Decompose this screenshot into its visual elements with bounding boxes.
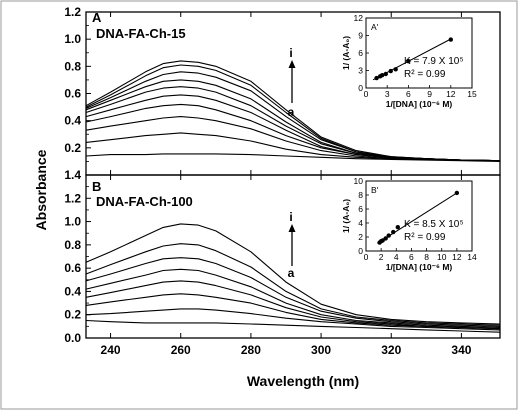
panel-a-y-tick-label: 1.2 [64, 5, 81, 19]
panel-b-inset-x-label: 1/[DNA] (10⁻⁶ M) [386, 262, 453, 272]
panel-a-inset-x-tick-label: 6 [406, 89, 411, 99]
panel-b-y-tick-label: 0.0 [64, 331, 81, 345]
panel-b-y-tick-label: 0.8 [64, 238, 81, 252]
panel-a-inset-x-tick-label: 15 [467, 89, 477, 99]
panel-b-inset-x-tick-label: 12 [452, 252, 462, 262]
panel-a-inset-y-tick-label: 3 [358, 66, 363, 76]
panel-b-inset-x-tick-label: 10 [437, 252, 447, 262]
panel-b-inset-point [386, 233, 391, 238]
panel-b-inset-x-tick-label: 2 [379, 252, 384, 262]
panel-b-inset-point [454, 190, 460, 196]
panel-a-inset-point [393, 67, 398, 72]
panel-b-inset-point [395, 225, 400, 230]
panel-a-inset-y-tick-label: 12 [354, 13, 364, 23]
panel-b-y-tick-label: 0.2 [64, 308, 81, 322]
panel-b-y-tick-label: 0.4 [64, 284, 81, 298]
panel-b-spectrum-line [85, 223, 501, 325]
panel-b-spectrum-line [85, 319, 501, 333]
panel-a-arrow-head [288, 60, 296, 68]
panel-b-y-tick-label: 1.4 [64, 168, 81, 182]
panel-b-inset-x-tick-label: 4 [394, 252, 399, 262]
panel-a-inset-y-tick-label: 0 [358, 83, 363, 93]
panel-a-inset-y-tick-label: 6 [358, 48, 363, 58]
panel-b-arrow-bottom-label: a [288, 266, 295, 280]
panel-a-y-tick-label: 0.6 [64, 87, 81, 101]
panel-b-inset-r2-value: R² = 0.99 [404, 232, 446, 243]
panel-b-spectrum-line [85, 268, 501, 329]
panel-b-y-tick-label: 1.2 [64, 191, 81, 205]
panel-b-spectrum-line [85, 243, 501, 326]
panel-a-inset-x-label: 1/[DNA] (10⁻⁶ M) [386, 99, 453, 109]
panel-b-arrow-head [288, 224, 296, 232]
panel-a-inset-point [406, 58, 411, 64]
panel-b-arrow-top-label: i [289, 210, 292, 224]
panel-a-inset-x-tick-label: 12 [446, 89, 456, 99]
panel-b-label: B [92, 179, 101, 194]
panel-b-inset-label: B' [371, 185, 379, 195]
panel-a-spectrum-line [85, 60, 501, 162]
panel-b-inset-x-tick-label: 8 [424, 252, 429, 262]
panel-a-inset-point [388, 68, 393, 74]
panel-a-inset-y-label: 1/ (A-A₀) [341, 36, 351, 70]
panel-a-inset-x-tick-label: 3 [385, 89, 390, 99]
panel-b-inset-y-tick-label: 8 [358, 190, 363, 200]
y-axis-title: Absorbance [33, 149, 49, 230]
panel-a-inset-point [383, 71, 388, 77]
panel-a-inset-point [448, 37, 453, 42]
panel-a-y-tick-label: 0.4 [64, 114, 81, 128]
panel-a-inset-label: A' [371, 22, 379, 32]
panel-b-inset-y-tick-label: 4 [358, 218, 363, 228]
panel-b-spectrum-line [85, 280, 501, 330]
panel-a-inset-r2-value: R² = 0.99 [404, 69, 446, 80]
panel-a-arrow-top-label: i [289, 46, 292, 60]
panel-b-inset-x-tick-label: 0 [364, 252, 369, 262]
panel-b-x-tick-label: 300 [311, 343, 331, 357]
panel-b-x-tick-label: 280 [241, 343, 261, 357]
panel-a-spectrum-line [85, 153, 501, 162]
panel-a-inset-y-tick-label: 9 [358, 31, 363, 41]
panel-b-inset-point [391, 229, 396, 235]
panel-a-y-tick-label: 1.0 [64, 32, 81, 46]
panel-a-inset-point [374, 75, 379, 81]
panel-b-inset-y-tick-label: 2 [358, 232, 363, 242]
panel-b-y-tick-label: 1.0 [64, 215, 81, 229]
panel-b-x-tick-label: 260 [171, 343, 191, 357]
panel-a-inset-x-tick-label: 0 [364, 89, 369, 99]
panel-a-inset-k-value: K = 7.9 X 10⁵ [404, 56, 463, 67]
panel-b-x-tick-label: 240 [101, 343, 121, 357]
panel-b-inset-point [383, 236, 388, 241]
panel-a-inset-x-tick-label: 9 [427, 89, 432, 99]
panel-a-inset-point [380, 72, 385, 78]
panel-b-y-tick-label: 0.6 [64, 261, 81, 275]
panel-b-inset-y-label: 1/ (A-A₀) [341, 199, 351, 233]
panel-b-spectrum-line [85, 257, 501, 327]
panel-b-inset-y-tick-label: 10 [354, 176, 364, 186]
panel-a-y-tick-label: 0.2 [64, 141, 81, 155]
panel-b-inset-x-tick-label: 14 [467, 252, 477, 262]
panel-b-inset-y-tick-label: 0 [358, 246, 363, 256]
panel-b-sample-label: DNA-FA-Ch-100 [96, 194, 193, 209]
panel-a-y-tick-label: 0.8 [64, 59, 81, 73]
x-axis-title: Wavelength (nm) [247, 373, 359, 389]
panel-a-arrow-bottom-label: a [288, 105, 295, 119]
panel-a-spectrum-line [85, 94, 501, 162]
panel-b-inset-y-tick-label: 6 [358, 204, 363, 214]
panel-b-x-tick-label: 340 [451, 343, 471, 357]
panel-b-x-tick-label: 320 [381, 343, 401, 357]
panel-b-spectrum-line [85, 308, 501, 331]
panel-a-sample-label: DNA-FA-Ch-15 [96, 26, 186, 41]
panel-b-inset-k-value: K = 8.5 X 10⁵ [404, 219, 463, 230]
panel-a-label: A [92, 10, 102, 25]
panel-b-inset-x-tick-label: 6 [409, 252, 414, 262]
